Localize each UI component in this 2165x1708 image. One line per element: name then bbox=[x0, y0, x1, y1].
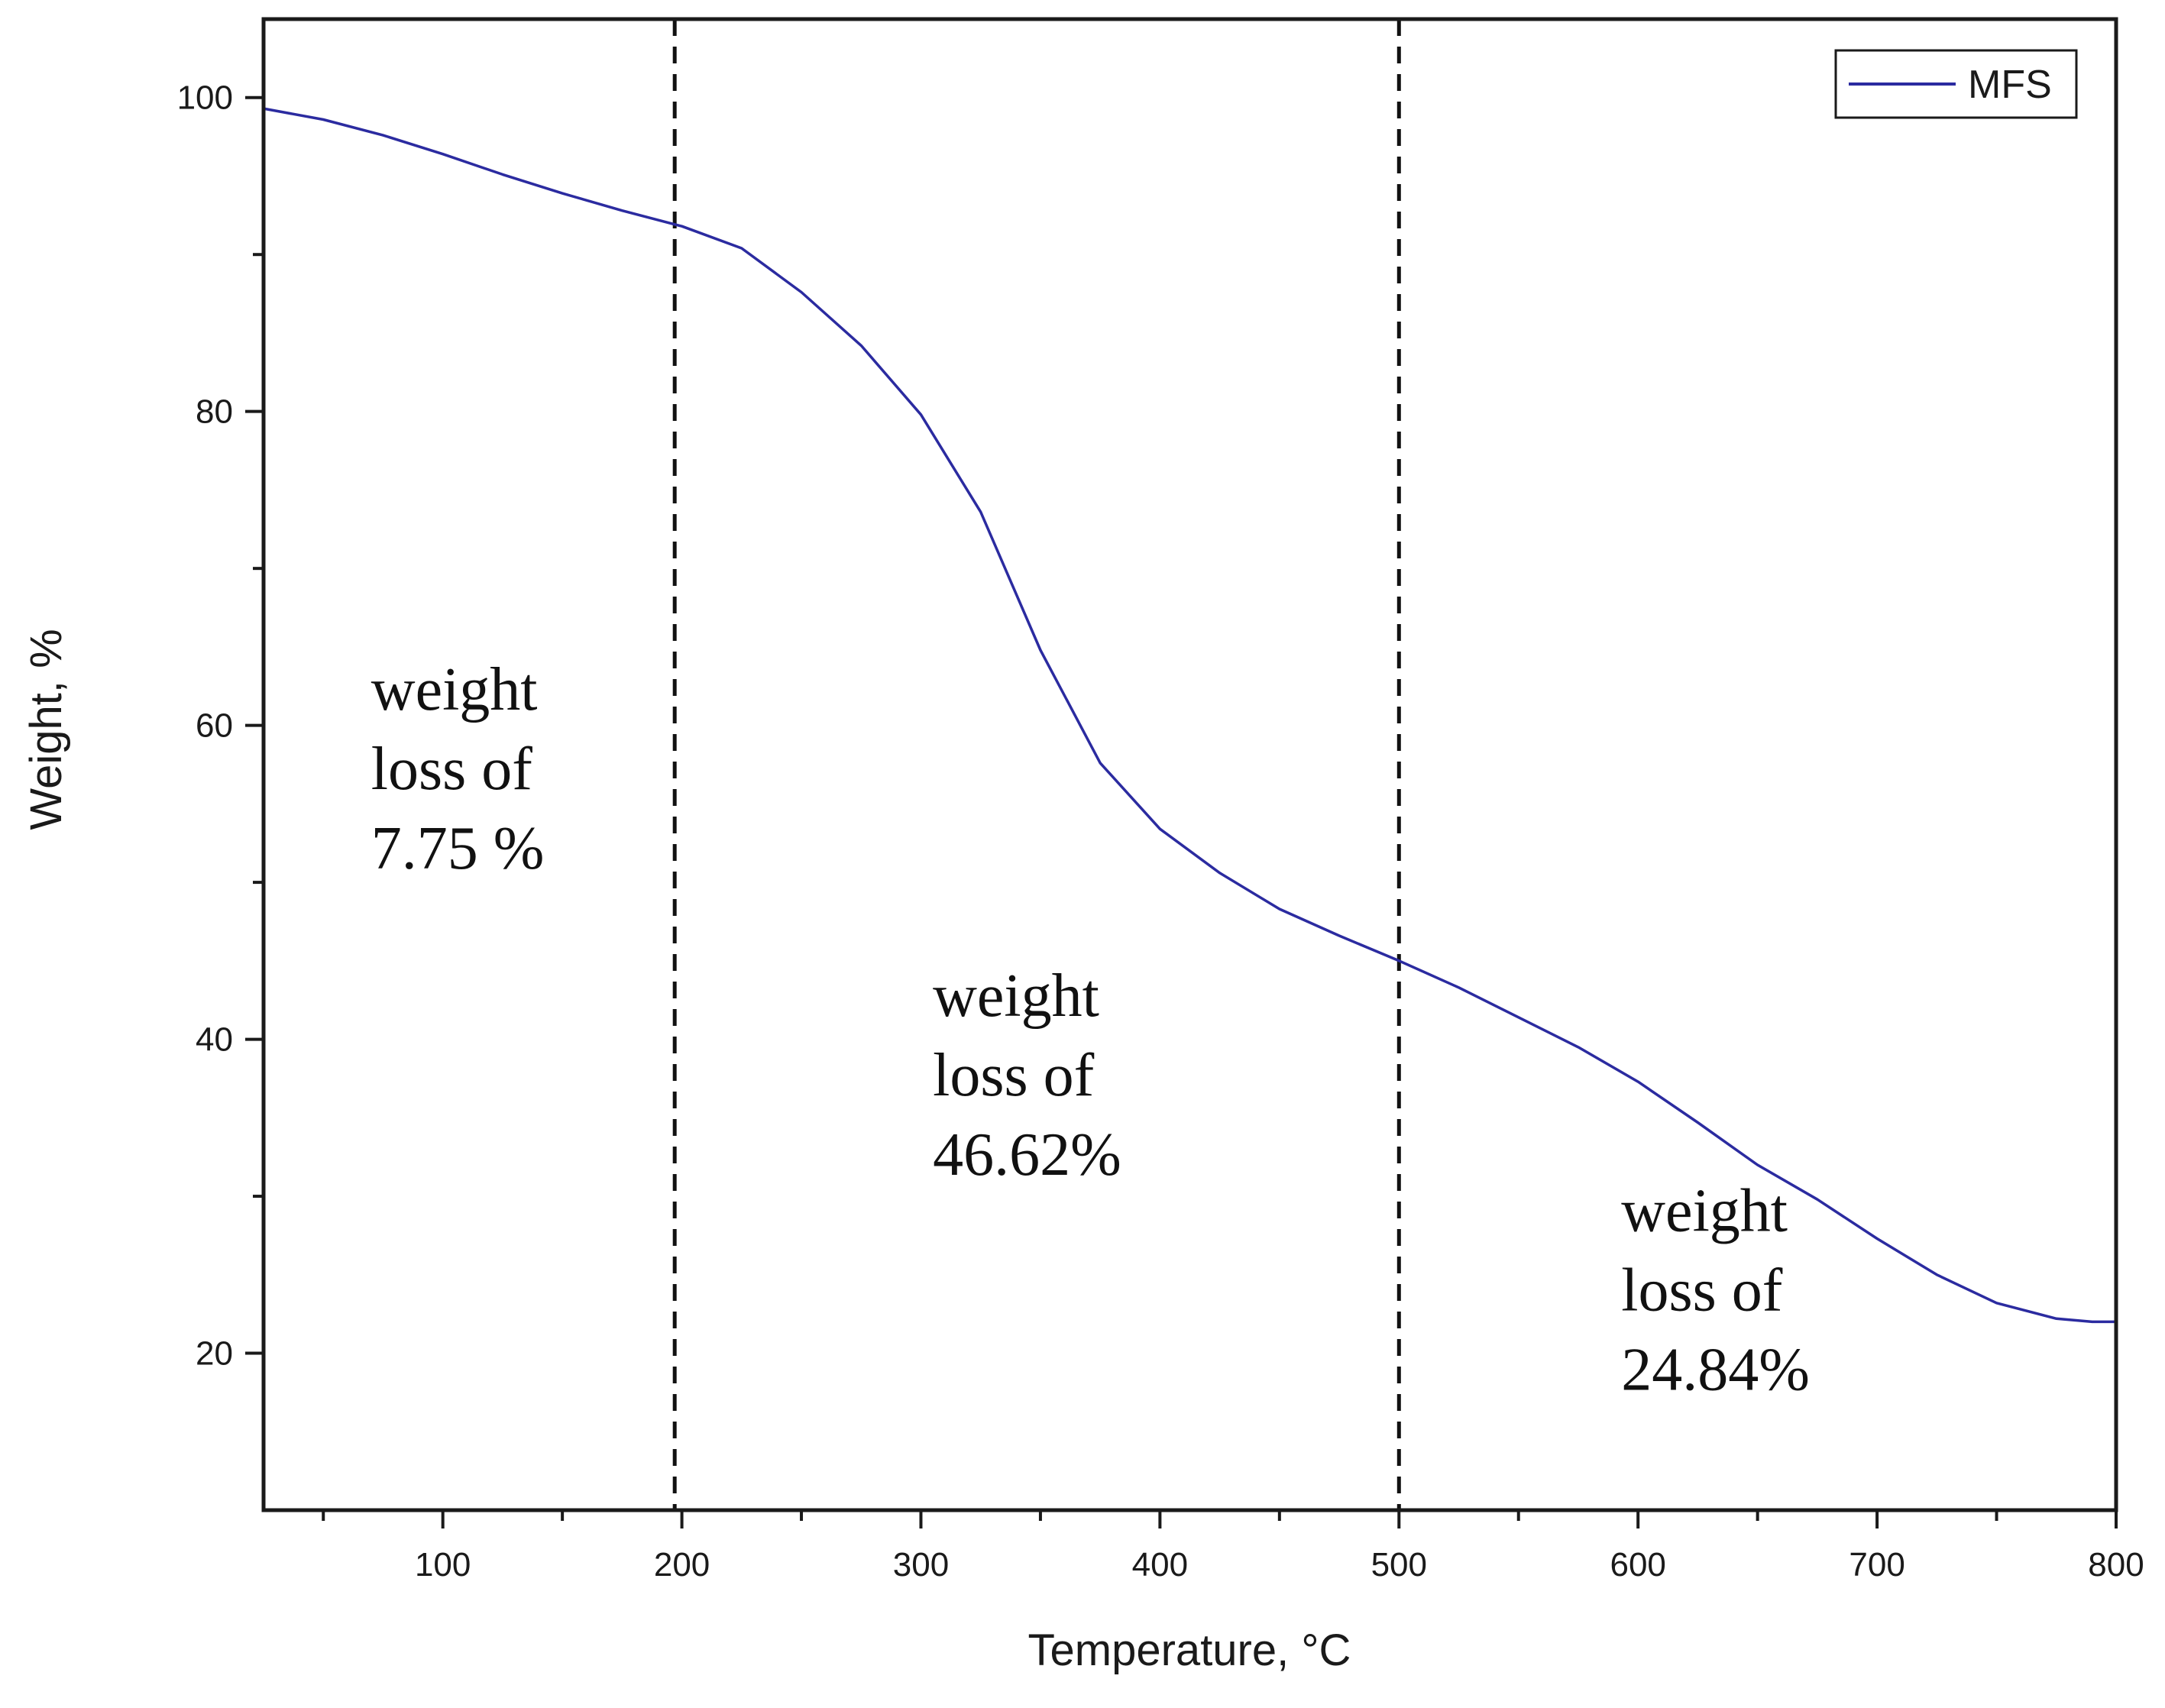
annotation-line: loss of bbox=[933, 1042, 1094, 1109]
annotation-line: loss of bbox=[371, 736, 532, 803]
annotation-line: 24.84% bbox=[1621, 1336, 1810, 1403]
dividers-group bbox=[672, 19, 1401, 1510]
plot-frame bbox=[261, 17, 2118, 1512]
x-axis-title: Temperature, °C bbox=[1028, 1626, 1351, 1675]
annotations-group: weight loss of 7.75 %weight loss of 46.62%we… bbox=[371, 656, 1810, 1403]
annotation-line: 7.75 % bbox=[371, 815, 545, 882]
annotation-2: weight loss of 46.62% bbox=[933, 962, 1121, 1189]
y-tick-label: 60 bbox=[196, 707, 233, 745]
annotation-1: weight loss of 7.75 % bbox=[371, 656, 545, 882]
y-tick-label: 100 bbox=[177, 79, 233, 117]
y-axis: 20 40 60 80 100 bbox=[177, 79, 264, 1373]
x-tick-label: 400 bbox=[1132, 1546, 1188, 1583]
y-tick-label: 40 bbox=[196, 1021, 233, 1059]
annotation-line: 46.62% bbox=[933, 1121, 1121, 1189]
x-tick-label: 600 bbox=[1610, 1546, 1665, 1583]
x-tick-label: 300 bbox=[893, 1546, 949, 1583]
x-tick-label: 800 bbox=[2088, 1546, 2144, 1583]
annotation-line: weight bbox=[933, 962, 1099, 1030]
series-line-mfs bbox=[262, 107, 2118, 1324]
y-tick-label: 20 bbox=[196, 1335, 233, 1373]
annotation-line: loss of bbox=[1621, 1257, 1782, 1324]
x-axis: 100 200 300 400 500 600 700 800 bbox=[322, 1510, 2144, 1583]
x-tick-label: 200 bbox=[654, 1546, 710, 1583]
y-axis-title: Weight, % bbox=[21, 629, 71, 830]
annotation-line: weight bbox=[371, 656, 538, 723]
annotation-3: weight loss of 24.84% bbox=[1621, 1177, 1810, 1403]
legend: MFS bbox=[1834, 49, 2078, 119]
annotation-line: weight bbox=[1621, 1177, 1788, 1244]
series-group bbox=[262, 107, 2118, 1324]
legend-label: MFS bbox=[1968, 63, 2052, 107]
y-tick-label: 80 bbox=[196, 393, 233, 431]
x-tick-label: 500 bbox=[1371, 1546, 1427, 1583]
x-tick-label: 100 bbox=[415, 1546, 471, 1583]
x-tick-label: 700 bbox=[1849, 1546, 1904, 1583]
